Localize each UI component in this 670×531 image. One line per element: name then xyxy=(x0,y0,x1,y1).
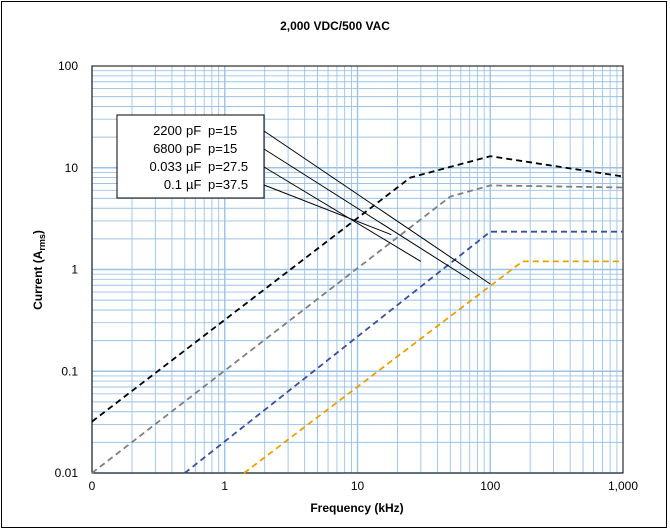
series-line-1 xyxy=(91,155,624,423)
legend-capacitance: 0.033 xyxy=(149,159,182,174)
legend-unit: pF xyxy=(186,141,201,156)
y-axis-label-main: Current (A xyxy=(31,250,45,310)
x-tick-label: 10 xyxy=(351,479,365,493)
x-axis-label: Frequency (kHz) xyxy=(310,501,403,515)
y-tick-labels: 0.01 0.1 1 10 100 xyxy=(55,59,79,480)
legend-leader-line xyxy=(263,184,392,236)
x-tick-label: 0 xyxy=(89,479,96,493)
legend-leader-line xyxy=(263,166,422,262)
series-line-4 xyxy=(243,260,623,474)
x-tick-label: 100 xyxy=(480,479,500,493)
y-tick-label: 100 xyxy=(58,59,78,73)
legend-unit: pF xyxy=(186,123,201,138)
legend-leader-line xyxy=(263,148,470,280)
legend-box xyxy=(116,114,265,199)
x-tick-label: 1 xyxy=(221,479,228,493)
series-line-2 xyxy=(91,184,624,474)
legend-unit: µF xyxy=(186,159,201,174)
plot-area-border xyxy=(91,65,624,474)
y-axis-label: Current (Arms) xyxy=(31,230,47,310)
y-axis-label-subscript: rms xyxy=(37,234,47,251)
y-tick-label: 0.1 xyxy=(61,364,78,378)
y-tick-label: 10 xyxy=(65,161,79,175)
series-lines xyxy=(91,155,624,474)
legend-pitch: p=15 xyxy=(208,141,237,156)
legend-unit: µF xyxy=(186,177,201,192)
legend-leader-lines xyxy=(263,130,491,285)
x-tick-labels: 0 1 10 100 1,000 xyxy=(89,479,639,493)
chart-title: 2,000 VDC/500 VAC xyxy=(280,19,390,33)
y-tick-label: 0.01 xyxy=(55,466,79,480)
legend-pitch: p=37.5 xyxy=(208,177,248,192)
legend-capacitance: 2200 xyxy=(153,123,182,138)
y-axis-label-close: ) xyxy=(31,230,45,234)
legend-pitch: p=15 xyxy=(208,123,237,138)
legend-capacitance: 6800 xyxy=(153,141,182,156)
legend-leader-line xyxy=(263,130,491,285)
legend-pitch: p=27.5 xyxy=(208,159,248,174)
legend-items: 2200 pF p=15 6800 pF p=15 0.033 µF p=27.5 0.1 µF p=… xyxy=(149,123,248,192)
y-tick-label: 1 xyxy=(71,263,78,277)
x-tick-label: 1,000 xyxy=(608,479,638,493)
legend: 2200 pF p=15 6800 pF p=15 0.033 µF p=27.5 0.1 µF p=… xyxy=(116,114,265,199)
legend-capacitance: 0.1 xyxy=(164,177,182,192)
